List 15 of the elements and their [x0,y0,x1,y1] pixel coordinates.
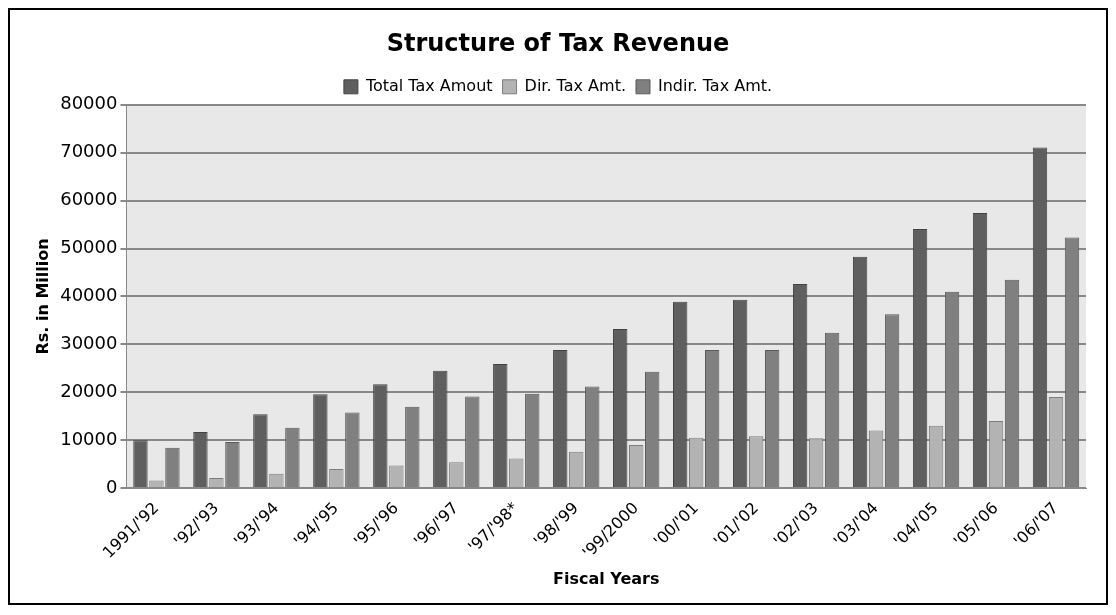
y-tick-label: 10000 [60,427,118,449]
y-tick-label: 70000 [60,140,118,162]
y-tick-label: 80000 [60,92,118,114]
y-tick-label: 30000 [60,332,118,354]
y-axis-title: Rs. in Million [32,238,52,355]
y-tick-label: 0 [106,475,118,497]
legend-label: Total Tax Amout [364,75,493,95]
legend-label: Dir. Tax Amt. [524,75,626,95]
y-tick-label: 20000 [60,379,118,401]
x-axis-title: Fiscal Years [553,568,660,588]
y-tick-label: 60000 [60,188,118,210]
chart-title: Structure of Tax Revenue [386,28,730,57]
legend-label: Indir. Tax Amt. [657,75,773,95]
y-tick-label: 50000 [60,236,118,258]
y-tick-label: 40000 [60,284,118,306]
